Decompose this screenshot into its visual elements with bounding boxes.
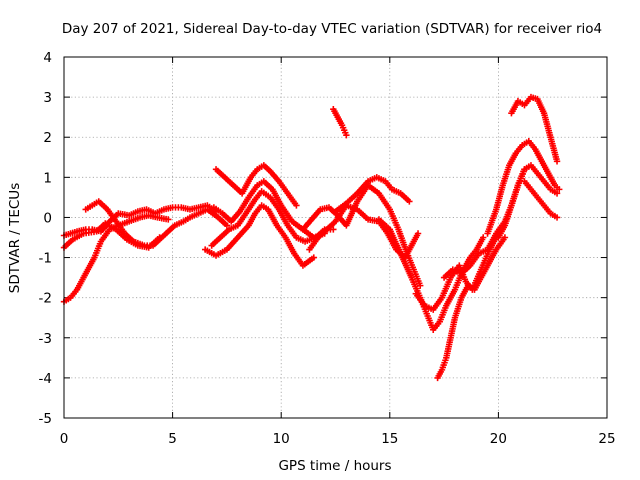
satellite-track-15 [434,234,509,382]
satellite-track-5 [201,202,317,269]
data-point [553,214,561,221]
y-tick-label: -1 [39,251,52,267]
data-series [60,93,563,382]
y-axis-label: SDTVAR / TECUs [7,183,23,293]
y-tick-label: -5 [39,411,52,427]
data-point [501,234,509,241]
satellite-track-8 [212,162,300,209]
data-point [343,132,350,139]
y-tick-label: 2 [43,130,52,146]
y-tick-label: -4 [39,371,52,387]
x-tick-label: 25 [598,431,615,447]
data-point [417,282,424,289]
plot-frame [63,56,608,419]
y-tick-label: 3 [43,90,52,106]
data-point [553,190,561,197]
satellite-track-18 [508,93,561,165]
satellite-track-6 [208,188,337,249]
x-tick-label: 0 [60,431,69,447]
satellite-track-13 [375,216,487,333]
y-tick-label: -2 [39,291,52,307]
satellite-track-11 [332,174,413,215]
satellite-track-20 [495,162,561,241]
x-tick-label: 5 [168,431,177,447]
y-tick-label: 1 [43,170,52,186]
y-tick-label: 4 [43,50,52,66]
data-point [556,186,563,193]
x-tick-label: 20 [490,431,507,447]
satellite-track-4 [82,198,231,249]
data-point [293,202,300,209]
data-point [479,234,487,241]
satellite-track-19 [521,178,561,221]
satellite-track-12 [330,105,350,139]
data-point [223,222,231,229]
data-point [414,230,422,237]
x-axis-label: GPS time / hours [278,458,391,474]
y-tick-label: 0 [43,210,52,226]
y-tick-label: -3 [39,331,52,347]
x-tick-label: 15 [381,431,398,447]
data-point [165,216,172,223]
data-point [310,254,317,261]
x-tick-label: 10 [273,431,290,447]
satellite-track-17 [484,138,563,237]
chart-title: Day 207 of 2021, Sidereal Day-to-day VTE… [62,21,602,37]
data-point [406,198,413,205]
data-point [553,158,561,165]
data-point [330,226,337,233]
